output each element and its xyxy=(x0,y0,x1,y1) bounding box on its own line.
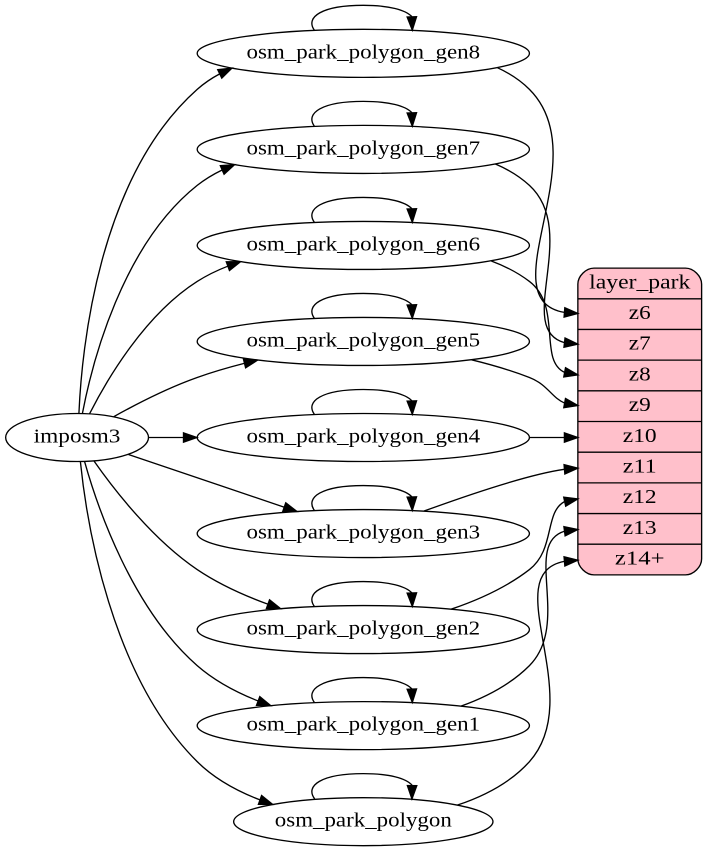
svg-text:z6: z6 xyxy=(629,302,651,324)
svg-text:layer_park: layer_park xyxy=(589,271,691,293)
svg-text:osm_park_polygon_gen3: osm_park_polygon_gen3 xyxy=(246,522,480,544)
svg-text:osm_park_polygon_gen4: osm_park_polygon_gen4 xyxy=(246,426,480,448)
svg-text:z14+: z14+ xyxy=(615,548,665,570)
svg-text:osm_park_polygon: osm_park_polygon xyxy=(275,810,452,832)
svg-text:osm_park_polygon_gen5: osm_park_polygon_gen5 xyxy=(246,329,480,351)
svg-text:z11: z11 xyxy=(623,456,657,478)
svg-text:osm_park_polygon_gen6: osm_park_polygon_gen6 xyxy=(246,233,480,255)
svg-text:osm_park_polygon_gen1: osm_park_polygon_gen1 xyxy=(246,714,480,736)
svg-text:osm_park_polygon_gen2: osm_park_polygon_gen2 xyxy=(246,618,480,640)
svg-text:imposm3: imposm3 xyxy=(34,426,121,448)
svg-text:z8: z8 xyxy=(629,363,651,385)
svg-text:z10: z10 xyxy=(623,425,657,447)
svg-text:z12: z12 xyxy=(623,486,657,508)
svg-text:osm_park_polygon_gen7: osm_park_polygon_gen7 xyxy=(246,137,480,159)
svg-text:z7: z7 xyxy=(629,333,651,355)
svg-text:z9: z9 xyxy=(629,394,651,416)
svg-text:z13: z13 xyxy=(623,517,657,539)
svg-text:osm_park_polygon_gen8: osm_park_polygon_gen8 xyxy=(246,41,480,63)
